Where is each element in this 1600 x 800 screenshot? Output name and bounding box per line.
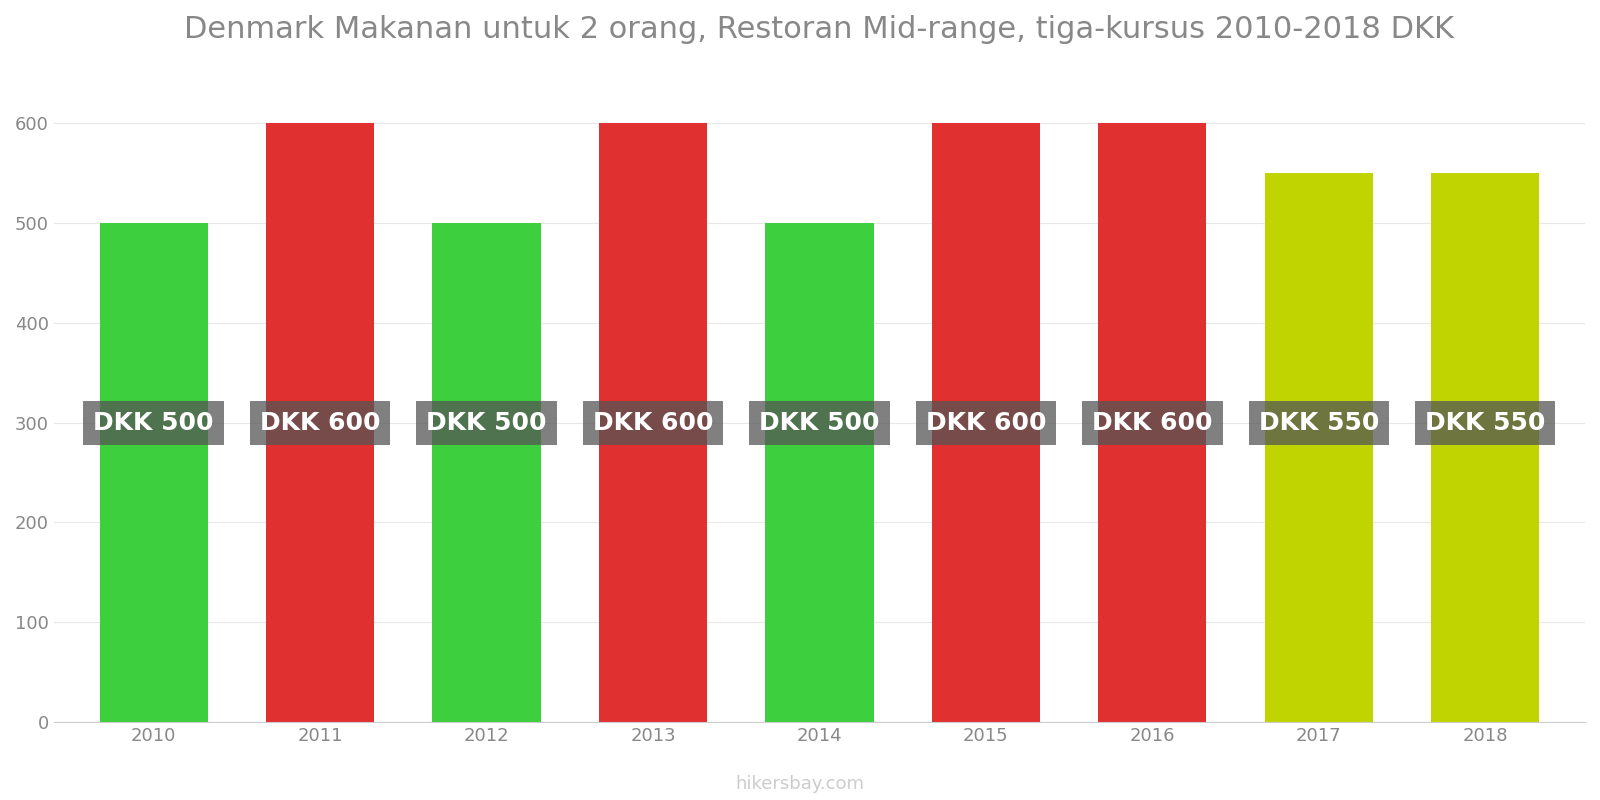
Title: Denmark Makanan untuk 2 orang, Restoran Mid-range, tiga-kursus 2010-2018 DKK: Denmark Makanan untuk 2 orang, Restoran … [184, 15, 1454, 44]
Bar [266, 123, 374, 722]
Text: DKK 500: DKK 500 [426, 410, 547, 434]
Bar [1430, 173, 1539, 722]
Text: DKK 550: DKK 550 [1426, 410, 1546, 434]
Bar [1098, 123, 1206, 722]
Text: DKK 600: DKK 600 [592, 410, 714, 434]
Text: DKK 600: DKK 600 [1093, 410, 1213, 434]
Bar [1264, 173, 1373, 722]
Bar [765, 222, 874, 722]
Text: DKK 600: DKK 600 [259, 410, 381, 434]
Bar [931, 123, 1040, 722]
Text: DKK 500: DKK 500 [758, 410, 880, 434]
Bar [598, 123, 707, 722]
Text: DKK 600: DKK 600 [926, 410, 1046, 434]
Text: hikersbay.com: hikersbay.com [736, 775, 864, 793]
Bar [99, 222, 208, 722]
Text: DKK 500: DKK 500 [93, 410, 214, 434]
Text: DKK 550: DKK 550 [1259, 410, 1379, 434]
Bar [432, 222, 541, 722]
